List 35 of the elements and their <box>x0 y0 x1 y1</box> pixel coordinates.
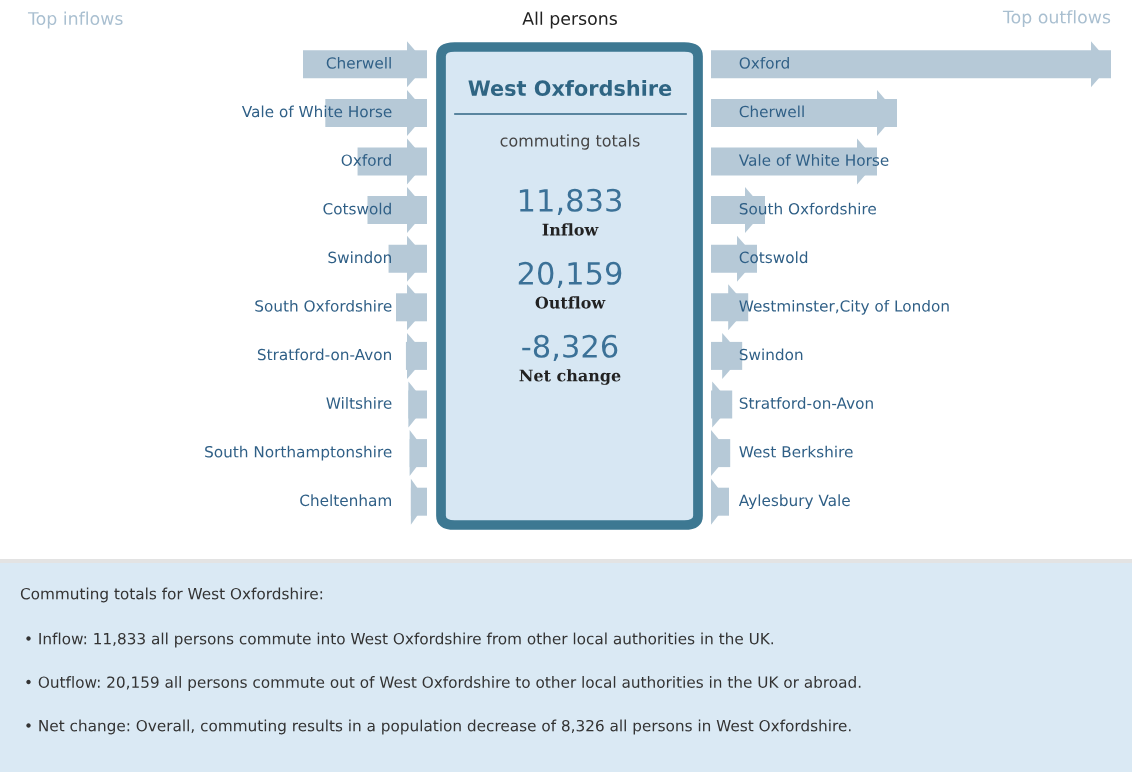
y-tick-label: Cheltenham <box>300 494 391 507</box>
y-tick-label: Stratford-on-Avon <box>257 348 391 361</box>
y-tick-label: South Oxfordshire <box>739 202 876 215</box>
y-tick-label: Vale of White Horse <box>241 105 392 118</box>
y-tick-label: Oxford <box>739 56 789 69</box>
text: Outflow <box>535 296 606 309</box>
y-tick-label: Wiltshire <box>326 397 392 409</box>
text: -8,326 <box>522 334 618 361</box>
y-tick-label: Cherwell <box>326 56 391 69</box>
text: Top inflows <box>27 11 123 29</box>
text: Commuting totals for West Oxfordshire: <box>20 587 323 603</box>
text: Inflow <box>542 223 599 236</box>
y-tick-label: Aylesbury Vale <box>738 494 850 510</box>
y-tick-label: Cherwell <box>739 105 804 118</box>
text: All persons <box>522 11 617 29</box>
y-tick-label: Vale of White Horse <box>738 154 889 166</box>
y-tick-label: Swindon <box>739 348 803 361</box>
y-tick-label: Stratford-on-Avon <box>739 397 873 409</box>
y-tick-label: West Berkshire <box>739 445 853 458</box>
text: Net change <box>519 369 621 385</box>
text: West Oxfordshire <box>468 79 672 97</box>
text: • Outflow: 20,159 all persons commute out of West Oxfordshire to other local authorities in the UK or abroad. <box>26 676 861 691</box>
y-tick-label: Cotswold <box>739 251 808 264</box>
y-tick-label: South Oxfordshire <box>255 299 392 312</box>
y-tick-label: South Northamptonshire <box>205 445 392 461</box>
y-tick-label: Swindon <box>328 251 391 264</box>
text: 20,159 <box>518 261 622 288</box>
chart-title: Top outflows <box>1002 10 1111 27</box>
y-tick-label: Oxford <box>341 154 391 166</box>
text: commuting totals <box>500 134 640 150</box>
text: • Net change: Overall, commuting results in a population decrease of 8,326 all persons in West Oxfordshire. <box>26 719 851 735</box>
text: • Inflow: 11,833 all persons commute into West Oxfordshire from other local authorities in the UK. <box>26 632 774 648</box>
y-tick-label: Westminster,City of London <box>739 299 949 315</box>
text: 11,833 <box>519 188 622 215</box>
y-tick-label: Cotswold <box>323 202 391 215</box>
